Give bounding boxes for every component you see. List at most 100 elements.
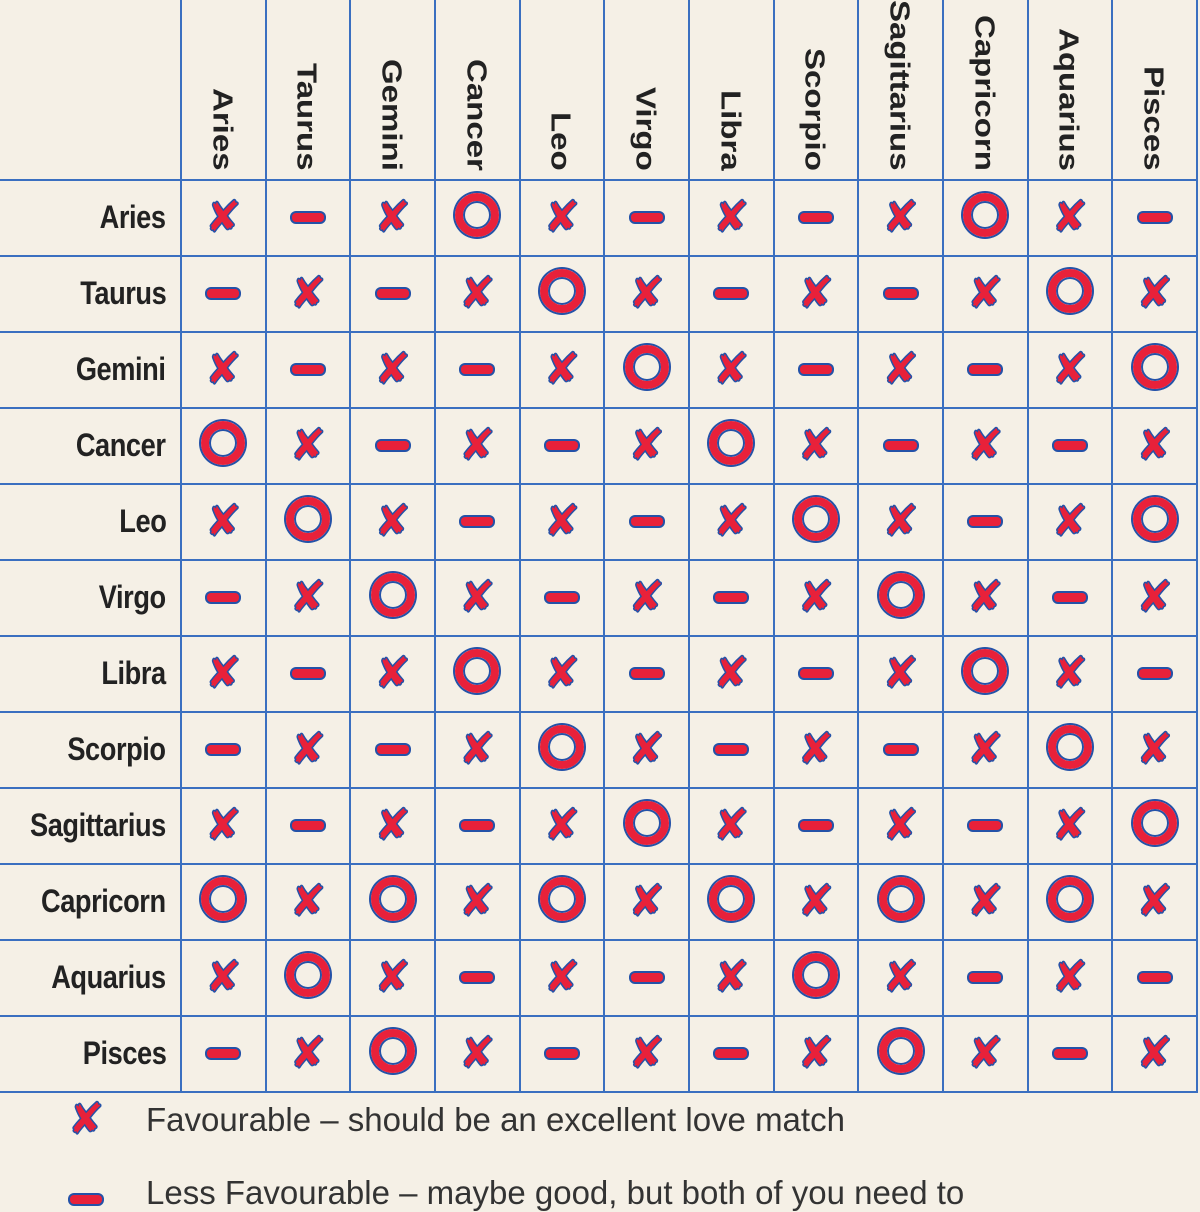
cross-icon: ✘ xyxy=(712,951,750,1003)
table-cell: ✘ xyxy=(1111,558,1198,637)
cross-icon: ✘ xyxy=(458,723,496,775)
table-cell xyxy=(772,634,860,713)
circle-icon xyxy=(539,725,584,770)
circle-icon xyxy=(539,269,584,314)
dash-icon xyxy=(207,1048,240,1058)
cross-icon: ✘ xyxy=(1135,419,1174,471)
table-cell xyxy=(179,558,267,637)
cross-icon: ✘ xyxy=(1135,723,1174,775)
row-label: Libra xyxy=(101,655,167,692)
circle-icon xyxy=(1047,725,1092,770)
table-cell: ✘ xyxy=(603,710,690,789)
circle-icon xyxy=(201,421,246,466)
table-cell xyxy=(1111,786,1198,865)
dash-icon xyxy=(715,592,748,602)
table-cell xyxy=(433,330,521,409)
table-cell: ✘ xyxy=(603,406,690,485)
table-row: Pisces ✘ ✘ ✘ ✘ ✘ ✘ xyxy=(0,1014,1198,1093)
column-label: Leo xyxy=(546,111,578,171)
legend-label: Favourable – should be an excellent love… xyxy=(146,1101,845,1138)
table-cell: ✘ xyxy=(772,862,860,941)
dash-icon xyxy=(1138,668,1171,678)
cross-icon: ✘ xyxy=(881,343,919,395)
dash-icon xyxy=(291,364,324,374)
table-cell: ✘ xyxy=(857,482,944,561)
table-cell xyxy=(518,1014,606,1093)
cross-icon: ✘ xyxy=(373,343,412,395)
table-cell: ✘ xyxy=(687,330,775,409)
table-cell xyxy=(1026,1014,1114,1093)
row-header: Virgo xyxy=(0,558,182,637)
dash-icon xyxy=(1053,592,1086,602)
table-cell: ✘ xyxy=(179,786,267,865)
cross-icon: ✘ xyxy=(627,419,665,471)
table-cell: ✘ xyxy=(1111,862,1198,941)
row-label: Aries xyxy=(100,199,166,236)
table-cell xyxy=(264,330,352,409)
dash-icon xyxy=(630,972,663,982)
table-cell xyxy=(941,938,1029,1017)
table-cell xyxy=(179,710,267,789)
table-row: Leo ✘ ✘ ✘ ✘ ✘ ✘ xyxy=(0,482,1198,561)
circle-icon xyxy=(793,497,838,542)
circle-icon xyxy=(963,649,1008,694)
dash-icon xyxy=(630,516,663,526)
table-cell xyxy=(1026,710,1114,789)
dash-icon xyxy=(799,364,832,374)
cross-icon: ✘ xyxy=(627,571,665,623)
table-cell: ✘ xyxy=(349,786,436,865)
cross-icon: ✘ xyxy=(1051,343,1089,395)
cross-icon: ✘ xyxy=(627,875,665,927)
cross-icon: ✘ xyxy=(627,723,665,775)
column-header: Leo xyxy=(518,0,606,181)
cross-icon: ✘ xyxy=(881,647,919,699)
table-cell: ✘ xyxy=(264,406,352,485)
circle-icon xyxy=(370,573,415,618)
cross-icon: ✘ xyxy=(627,267,665,319)
table-row: Gemini ✘ ✘ ✘ ✘ ✘ ✘ xyxy=(0,330,1198,409)
table-cell: ✘ xyxy=(518,330,606,409)
table-cell: ✘ xyxy=(433,254,521,333)
dash-icon xyxy=(969,820,1002,830)
row-label: Leo xyxy=(118,503,167,540)
table-cell xyxy=(1026,254,1114,333)
cross-icon: ✘ xyxy=(289,875,327,927)
cross-icon: ✘ xyxy=(67,1094,105,1145)
cross-icon: ✘ xyxy=(1135,571,1174,623)
cross-icon: ✘ xyxy=(797,1027,835,1079)
table-cell xyxy=(772,330,860,409)
table-cell: ✘ xyxy=(772,406,860,485)
circle-icon xyxy=(1132,345,1177,390)
cross-icon: ✘ xyxy=(881,191,919,243)
cross-icon: ✘ xyxy=(204,343,242,395)
table-cell xyxy=(179,406,267,485)
dash-icon xyxy=(1138,212,1171,222)
cross-icon: ✘ xyxy=(966,571,1004,623)
table-row: Scorpio ✘ ✘ ✘ ✘ ✘ ✘ xyxy=(0,710,1198,789)
cross-icon: ✘ xyxy=(966,419,1004,471)
dash-icon xyxy=(715,744,748,754)
column-header: Capricorn xyxy=(941,0,1029,181)
circle-icon xyxy=(878,1029,923,1074)
table-cell: ✘ xyxy=(941,558,1029,637)
column-label: Gemini xyxy=(376,58,409,171)
dash-icon xyxy=(291,820,324,830)
table-cell: ✘ xyxy=(349,330,436,409)
cross-icon: ✘ xyxy=(543,191,581,243)
dash-icon xyxy=(207,592,240,602)
row-label: Gemini xyxy=(76,351,166,388)
cross-icon: ✘ xyxy=(712,799,750,851)
table-cell xyxy=(349,406,436,485)
table-row: Cancer ✘ ✘ ✘ ✘ ✘ ✘ xyxy=(0,406,1198,485)
row-label: Sagittarius xyxy=(30,807,166,844)
table-cell xyxy=(349,558,436,637)
table-cell xyxy=(1026,558,1114,637)
dash-icon xyxy=(630,212,663,222)
circle-icon xyxy=(793,953,838,998)
column-label: Taurus xyxy=(292,62,324,171)
column-header: Taurus xyxy=(264,0,352,181)
cross-icon: ✘ xyxy=(797,267,835,319)
table-cell: ✘ xyxy=(179,634,267,713)
compatibility-table: Aries Taurus Gemini Cancer Leo Virgo Libra Scor… xyxy=(0,0,1198,1093)
cross-icon: ✘ xyxy=(966,1027,1004,1079)
